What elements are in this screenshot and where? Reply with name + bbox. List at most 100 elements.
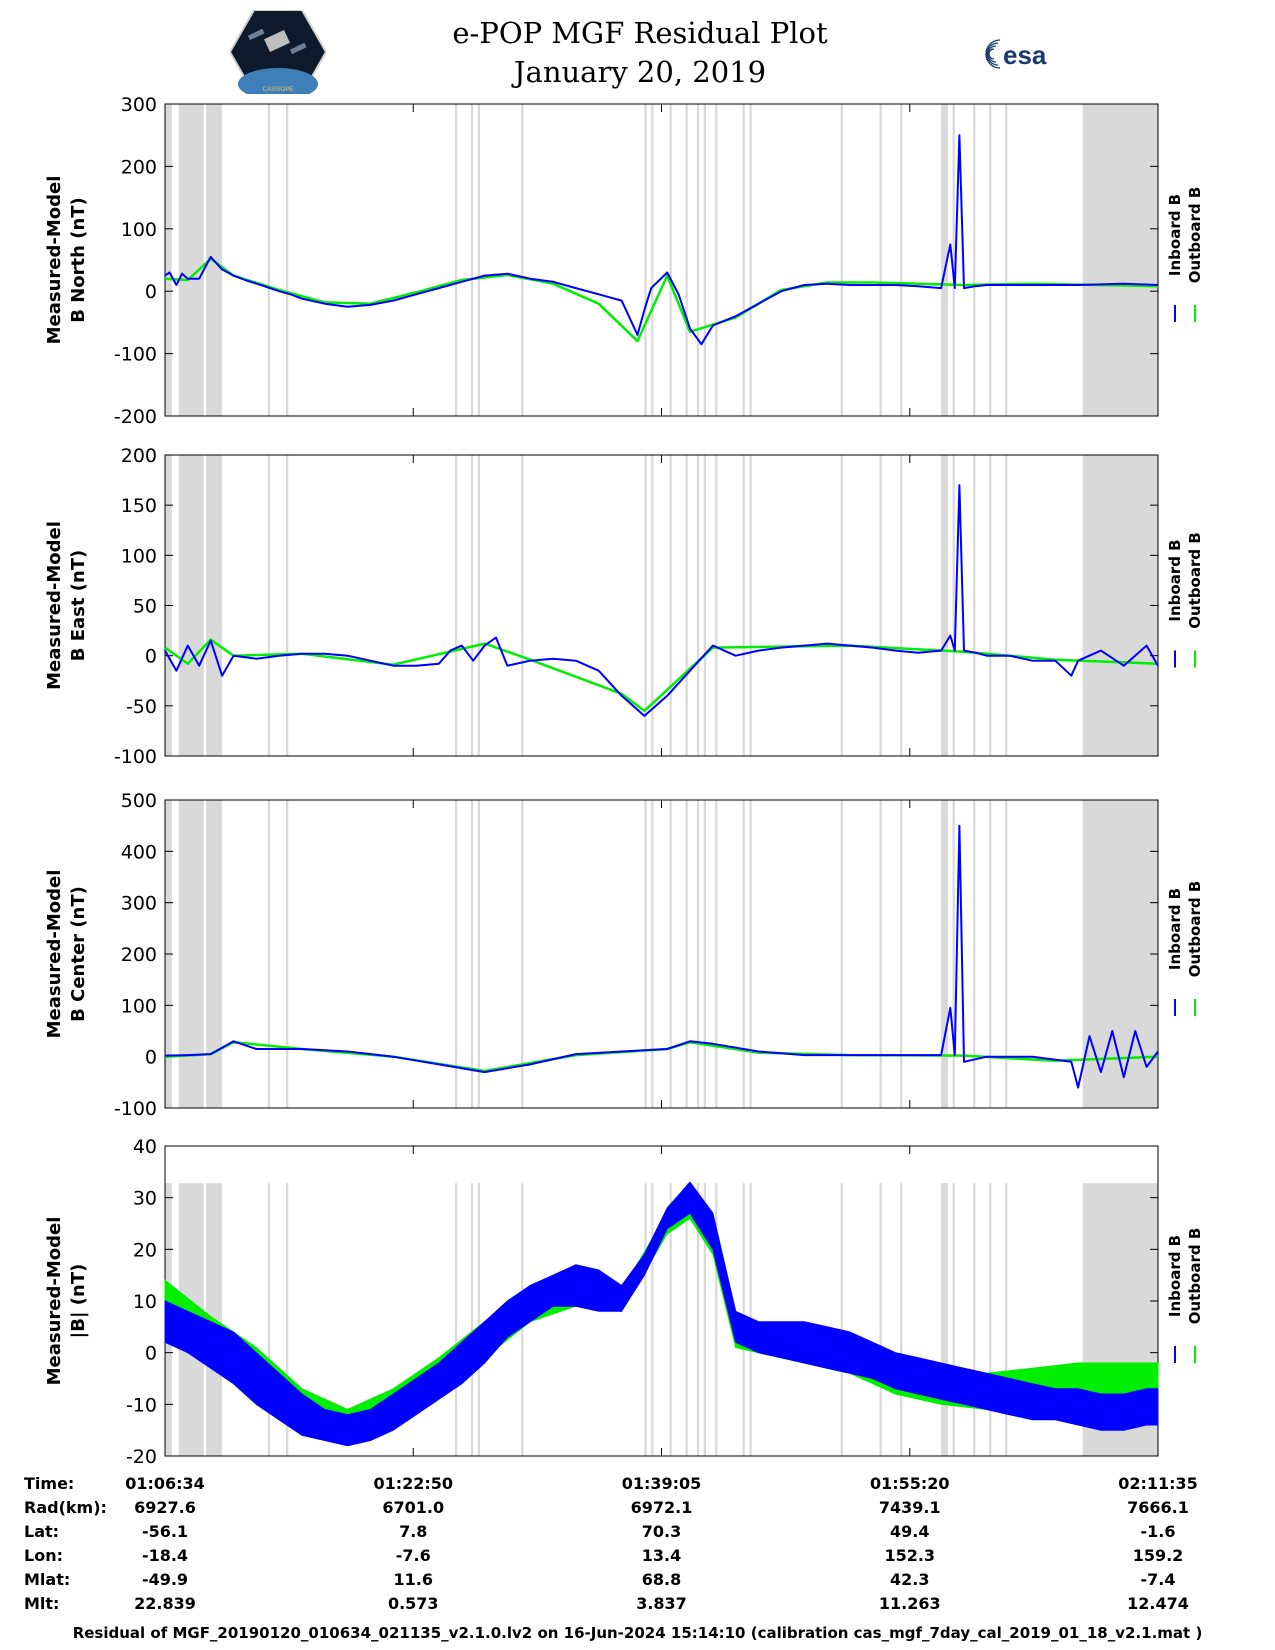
y-axis-label-line1: Measured-Model	[44, 176, 65, 345]
gap-shading	[521, 800, 524, 1108]
y-tick-label: 200	[121, 445, 157, 467]
table-row-label: Time:	[24, 1474, 75, 1493]
gap-shading	[685, 455, 688, 756]
gap-shading	[742, 455, 745, 756]
gap-shading	[651, 1183, 654, 1456]
y-tick-label: 300	[121, 94, 157, 116]
table-cell: 22.839	[134, 1594, 196, 1613]
y-tick-label: -100	[114, 1098, 157, 1120]
gap-shading	[840, 800, 843, 1108]
gap-shading	[703, 104, 707, 416]
gap-shading	[715, 104, 718, 416]
gap-shading	[685, 1183, 688, 1456]
table-cell: 68.8	[641, 1570, 682, 1589]
gap-shading	[669, 455, 672, 756]
gap-shading	[703, 1183, 707, 1456]
gap-shading	[285, 1183, 289, 1456]
gap-shading	[206, 800, 223, 1108]
gap-shading	[941, 104, 948, 416]
gap-shading	[165, 104, 172, 416]
gap-shading	[1005, 800, 1008, 1108]
gap-shading	[973, 455, 976, 756]
gap-shading	[685, 800, 688, 1108]
panel-center: 500 400 300 200 100 0 -100 Measured-Model B Cent…	[44, 790, 1204, 1120]
y-tick-label: 100	[121, 995, 157, 1017]
y-axis-label-line1: Measured-Model	[44, 1217, 65, 1386]
y-axis-label-line2: |B| (nT)	[68, 1264, 89, 1339]
table-cell: 6972.1	[630, 1498, 693, 1517]
table-cell: 11.263	[878, 1594, 941, 1613]
gap-shading	[685, 104, 688, 416]
gap-shading	[941, 455, 948, 756]
chart-title: e-POP MGF Residual Plot	[452, 16, 828, 50]
table-cell: 7.8	[399, 1522, 428, 1541]
inboard-series	[164, 1181, 1159, 1447]
y-tick-label: 0	[145, 1047, 157, 1069]
cassiope-logo: CASSIOPE	[230, 10, 326, 94]
y-axis-label-line2: B Center (nT)	[68, 886, 89, 1022]
table-cell: 01:55:20	[869, 1474, 950, 1493]
table-cell: -56.1	[141, 1522, 189, 1541]
table-cell: -49.9	[141, 1570, 189, 1589]
gap-shading	[715, 1183, 718, 1456]
table-row-label: Lon:	[24, 1546, 63, 1565]
y-tick-label: -10	[126, 1394, 157, 1416]
table-row-label: Mlt:	[24, 1594, 60, 1613]
gap-shading	[285, 800, 289, 1108]
y-tick-label: -100	[114, 746, 157, 768]
legend-inboard-label: Inboard B	[1166, 1235, 1184, 1317]
esa-logo: esa	[985, 39, 1047, 70]
gap-shading	[989, 1183, 992, 1456]
gap-shading	[989, 800, 992, 1108]
gap-shading	[973, 1183, 976, 1456]
gap-shading	[669, 1183, 672, 1456]
gap-shading	[973, 104, 976, 416]
legend-inboard-label: Inboard B	[1166, 194, 1184, 276]
chart-date: January 20, 2019	[513, 55, 767, 89]
gap-shading	[521, 455, 524, 756]
gap-shading	[477, 1183, 481, 1456]
gap-shading	[285, 104, 289, 416]
gap-shading	[1082, 104, 1158, 416]
footer-caption: Residual of MGF_20190120_010634_021135_v…	[72, 1624, 1203, 1642]
gap-shading	[989, 455, 992, 756]
legend-outboard-label: Outboard B	[1186, 532, 1204, 629]
gap-shading	[742, 104, 745, 416]
gap-shading	[879, 800, 882, 1108]
gap-shading	[477, 455, 481, 756]
legend-outboard-label: Outboard B	[1186, 187, 1204, 284]
y-tick-label: 500	[121, 790, 157, 812]
table-cell: 6701.0	[382, 1498, 445, 1517]
table-cell: -7.4	[1140, 1570, 1176, 1589]
gap-shading	[900, 1183, 903, 1456]
y-tick-label: 100	[121, 219, 157, 241]
y-tick-label: 0	[145, 1343, 157, 1365]
y-axis-label-line2: B East (nT)	[68, 550, 89, 662]
gap-shading	[651, 455, 654, 756]
table-cell: -1.6	[1140, 1522, 1176, 1541]
gap-shading	[696, 1183, 700, 1456]
y-tick-label: -20	[126, 1446, 157, 1468]
gap-shading	[470, 1183, 474, 1456]
table-cell: 159.2	[1132, 1546, 1184, 1565]
gap-shading	[267, 104, 271, 416]
svg-text:esa: esa	[1003, 40, 1047, 70]
table-cell: 02:11:35	[1118, 1474, 1198, 1493]
y-tick-label: 0	[145, 281, 157, 303]
table-cell: 42.3	[890, 1570, 930, 1589]
table-cell: 70.3	[641, 1522, 682, 1541]
y-tick-label: -100	[114, 344, 157, 366]
gap-shading	[178, 800, 204, 1108]
gap-shading	[879, 1183, 882, 1456]
gap-shading	[454, 800, 458, 1108]
gap-shading	[703, 455, 707, 756]
table-cell: 6927.6	[134, 1498, 196, 1517]
gap-shading	[267, 455, 271, 756]
gap-shading	[952, 455, 955, 756]
y-tick-label: 100	[121, 545, 157, 567]
y-tick-label: 40	[133, 1136, 157, 1158]
inboard-series	[164, 134, 1159, 346]
y-tick-label: 200	[121, 156, 157, 178]
table-cell: 7439.1	[878, 1498, 941, 1517]
gap-shading	[644, 800, 647, 1108]
